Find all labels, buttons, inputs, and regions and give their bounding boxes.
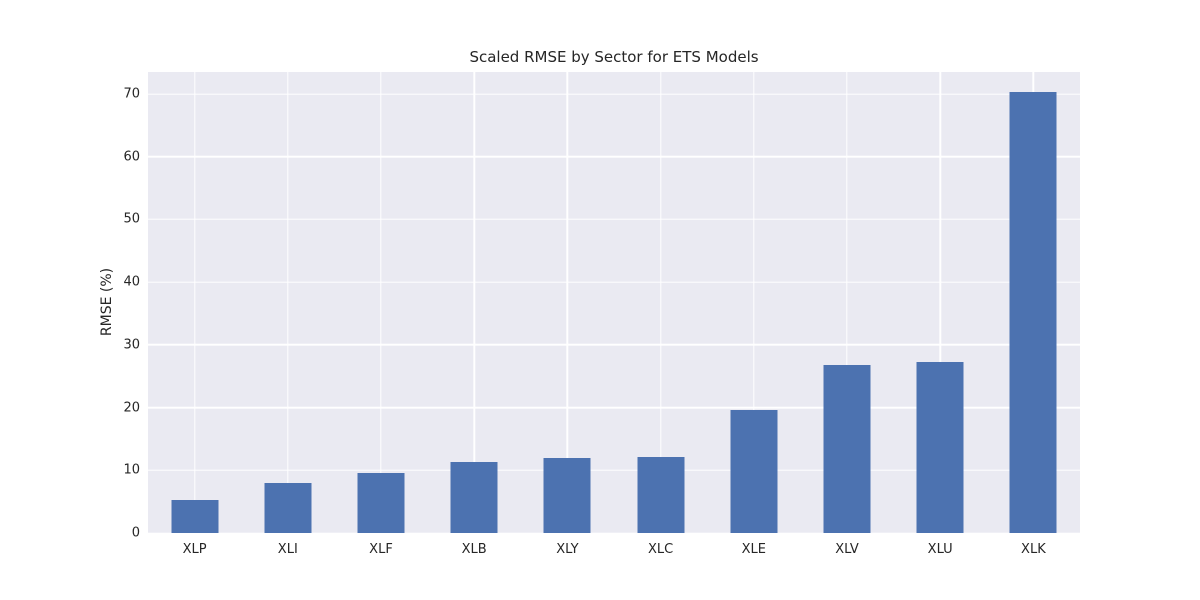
h-gridline [148,469,1080,471]
bar-XLI [264,483,312,533]
v-gridline [287,72,289,533]
h-gridline [148,281,1080,283]
h-gridline [148,155,1080,158]
x-tick-label-XLY: XLY [556,542,579,557]
y-tick-label: 60 [123,149,140,165]
y-tick-label: 30 [123,337,140,353]
v-gridline [659,72,662,533]
v-gridline [566,72,569,533]
h-gridline [148,532,1080,534]
x-tick-label-XLI: XLI [277,542,298,557]
x-tick-label-XLC: XLC [647,542,674,557]
y-tick-label: 10 [123,462,140,478]
x-tick-label-XLB: XLB [461,542,487,557]
v-gridline [473,72,475,533]
bar-XLB [450,462,498,533]
bar-XLC [637,457,685,533]
bar-XLY [543,458,591,533]
x-tick-label-XLV: XLV [835,542,859,557]
x-axis-ticks: XLP XLI XLF XLB XLY XLC XLE XLV XLU XLK [148,542,1080,562]
h-gridline [148,93,1080,95]
x-tick-label-XLE: XLE [741,542,766,557]
bar-XLP [171,500,219,533]
v-gridline [193,72,196,533]
y-tick-label: 40 [123,274,140,290]
chart-title: Scaled RMSE by Sector for ETS Models [469,48,759,66]
v-gridline [846,72,848,533]
x-tick-label-XLF: XLF [369,542,393,557]
y-tick-label: 50 [123,211,140,227]
y-tick-label: 20 [123,400,140,416]
x-tick-label-XLK: XLK [1021,542,1046,557]
v-gridline [380,72,382,533]
y-tick-label: 70 [123,86,140,102]
y-axis-ticks: 0 10 20 30 40 50 60 70 [0,72,140,539]
h-gridline [148,344,1080,346]
h-gridline [148,218,1080,221]
v-gridline [753,72,755,533]
plot-area [148,72,1080,534]
bar-XLF [357,472,405,533]
bar-XLE [730,410,778,533]
v-gridline [939,72,941,533]
bar-XLV [823,364,871,533]
bar-XLU [916,361,964,533]
bar-XLK [1009,92,1057,533]
x-tick-label-XLP: XLP [182,542,207,557]
x-tick-label-XLU: XLU [927,542,953,557]
h-gridline [148,406,1080,409]
y-tick-label: 0 [131,525,140,541]
